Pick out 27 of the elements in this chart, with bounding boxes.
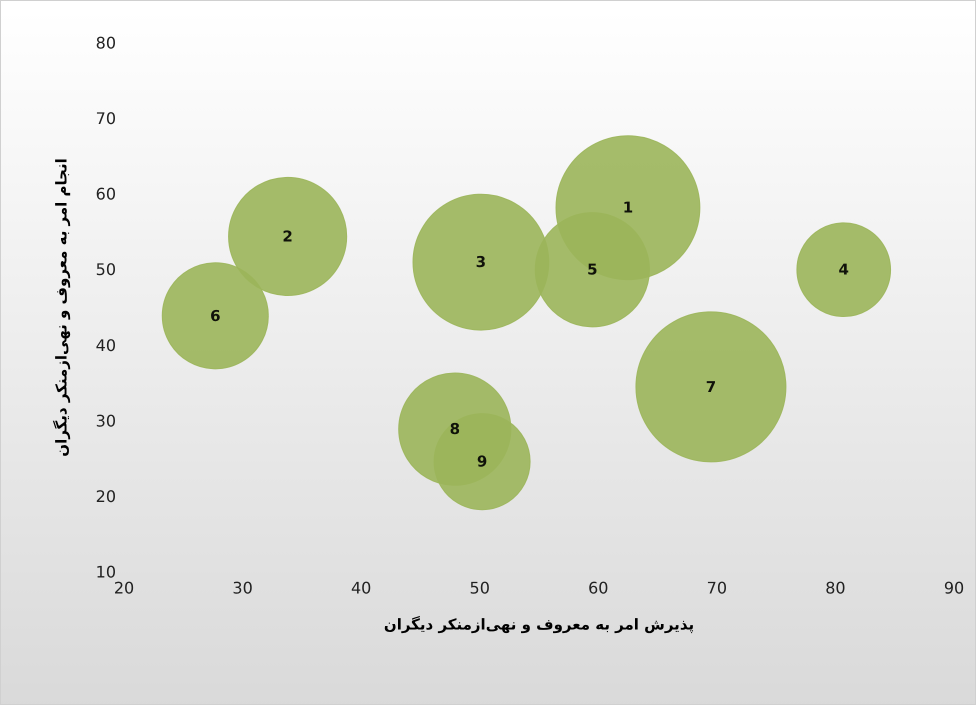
x-tick-label: 20 [114,578,134,598]
series-label: 4 [838,260,849,279]
y-tick-label: 30 [96,411,116,430]
x-tick-label: 90 [944,578,964,598]
x-tick-label: 60 [588,578,608,598]
x-tick-label: 40 [350,578,372,598]
y-tick-label: 70 [96,109,116,128]
series-label: 7 [706,378,716,396]
series-label: 2 [282,227,293,246]
y-tick-label: 10 [96,562,116,582]
y-axis-title: انجام امر به معروف و نهی‌ازمنکر دیگران [52,158,70,457]
y-tick-label: 40 [96,336,116,355]
series-label: 8 [450,420,460,438]
x-tick-label: 30 [232,578,253,598]
y-tick-label: 50 [96,260,116,280]
x-tick-label: 70 [706,578,728,598]
series-label: 6 [210,306,221,325]
series-label: 3 [476,253,486,272]
x-tick-label: 50 [470,578,490,598]
series-label: 9 [476,452,488,471]
series-label: 5 [587,260,598,279]
x-tick-label: 80 [825,578,846,598]
y-tick-label: 80 [96,34,116,52]
y-tick-label: 20 [96,486,116,506]
x-axis-title: پذیرش امر به معروف و نهی‌ازمنکر دیگران [384,616,694,634]
y-tick-label: 60 [96,184,116,204]
series-label: 1 [622,198,634,217]
